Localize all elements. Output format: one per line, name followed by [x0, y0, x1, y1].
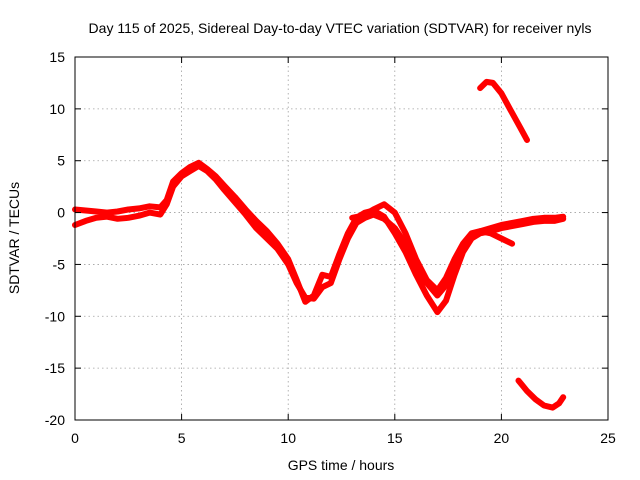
series-line-trace-main-c	[349, 201, 516, 294]
series-line-trace-upper-arc	[477, 78, 530, 143]
series-line-trace-main-b	[72, 159, 567, 316]
series-layer	[72, 78, 567, 411]
y-tick-label: 0	[57, 205, 65, 221]
series-line-trace-lower-arc	[515, 377, 567, 411]
y-tick-label: -10	[45, 308, 65, 324]
y-tick-label: -20	[45, 412, 65, 428]
tick-layer: 0 5 10 15 20 25 -20 -15 -10 -5 0 5 10 15	[45, 49, 616, 446]
chart-title: Day 115 of 2025, Sidereal Day-to-day VTE…	[89, 20, 592, 36]
y-tick-label: -5	[53, 256, 66, 272]
y-tick-label: 15	[49, 49, 65, 65]
plot-frame	[74, 56, 609, 421]
x-tick-label: 25	[600, 430, 616, 446]
y-axis-title: SDTVAR / TECUs	[6, 182, 22, 294]
x-tick-label: 0	[71, 430, 79, 446]
x-tick-label: 10	[280, 430, 296, 446]
x-tick-label: 5	[178, 430, 186, 446]
x-axis-title: GPS time / hours	[288, 457, 395, 473]
y-tick-label: 5	[57, 153, 65, 169]
x-tick-label: 20	[494, 430, 510, 446]
y-tick-label: 10	[49, 101, 65, 117]
x-tick-label: 15	[387, 430, 403, 446]
y-tick-label: -15	[45, 360, 65, 376]
